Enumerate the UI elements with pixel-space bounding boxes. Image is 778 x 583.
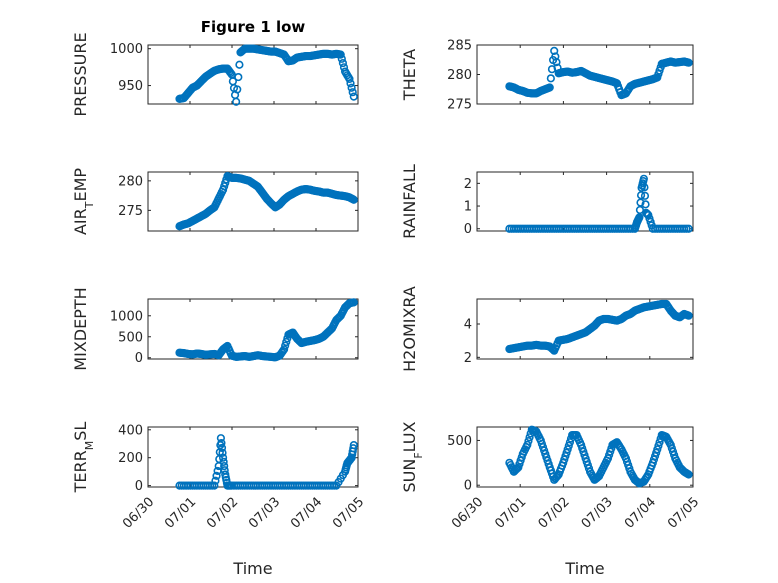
- y-axis-label: MIXDEPTH: [71, 287, 90, 370]
- y-tick-label: 0: [135, 479, 143, 494]
- data-point: [345, 74, 354, 84]
- data-point: [523, 440, 532, 450]
- data-point: [525, 433, 534, 442]
- y-tick-label: 275: [447, 98, 472, 113]
- data-point: [565, 438, 575, 447]
- data-point: [641, 200, 650, 209]
- axes-frame: [476, 171, 694, 232]
- data-point: [212, 471, 221, 480]
- subplot-6: 2 4 H2OMIXRA: [400, 286, 694, 372]
- y-tick-label: 400: [118, 423, 143, 438]
- data-point: [211, 476, 220, 485]
- y-axis-label: TERRMSL: [71, 422, 96, 494]
- y-tick-label: 950: [118, 79, 143, 94]
- data-point: [513, 464, 522, 473]
- data-point: [654, 441, 663, 450]
- data-point: [684, 311, 693, 320]
- y-tick-label: 500: [447, 434, 472, 449]
- data-point: [564, 441, 573, 450]
- data-point: [210, 481, 219, 490]
- data-point: [281, 341, 290, 350]
- data-point: [218, 453, 228, 462]
- y-tick-label: 280: [447, 68, 472, 83]
- x-axis-label: Time: [564, 559, 604, 578]
- data-point: [551, 52, 560, 61]
- subplot-3: 275 280 AIRTEMP: [71, 168, 359, 235]
- data-point: [553, 471, 562, 480]
- data-point: [636, 198, 645, 207]
- data-point: [234, 72, 243, 82]
- data-point: [635, 213, 644, 222]
- y-tick-label: 0: [135, 351, 143, 366]
- y-tick-label: 2: [464, 177, 472, 192]
- data-point: [524, 437, 533, 446]
- axes-frame: [147, 426, 359, 488]
- y-tick-label: 1000: [110, 42, 143, 57]
- data-point: [684, 470, 693, 479]
- y-tick-label: 0: [464, 222, 472, 237]
- x-axis-label: Time: [232, 559, 272, 578]
- data-point: [563, 445, 572, 454]
- y-axis-label: PRESSURE: [71, 32, 90, 116]
- subplot-4: 0 1 2 RAINFALL: [400, 164, 694, 239]
- data-point: [219, 457, 228, 466]
- y-tick-label: 500: [118, 330, 143, 345]
- data-point: [545, 83, 554, 92]
- y-tick-label: 2: [464, 351, 472, 366]
- y-tick-label: 285: [447, 39, 472, 54]
- data-point: [233, 85, 242, 94]
- data-point: [347, 83, 356, 92]
- data-point: [640, 191, 650, 200]
- y-tick-label: 280: [118, 174, 143, 189]
- y-tick-label: 200: [118, 451, 143, 466]
- data-point: [217, 438, 226, 448]
- data-point: [639, 174, 648, 183]
- y-tick-label: 1000: [110, 309, 143, 324]
- chart-title: Figure 1 low: [201, 18, 306, 36]
- data-point: [653, 445, 662, 454]
- data-point: [232, 97, 241, 106]
- y-tick-label: 0: [464, 479, 472, 494]
- data-point: [684, 224, 693, 233]
- y-axis-label: SUNFLUX: [400, 421, 425, 492]
- y-axis-label: H2OMIXRA: [400, 286, 419, 372]
- data-point: [550, 46, 559, 56]
- data-point: [349, 441, 358, 450]
- y-tick-label: 1: [464, 200, 472, 215]
- data-point: [349, 298, 358, 307]
- subplot-1: 950 1000 PRESSURE Figure 1 low: [71, 18, 359, 117]
- data-point: [217, 443, 227, 453]
- y-axis-label: RAINFALL: [400, 164, 419, 239]
- data-point: [546, 74, 555, 83]
- data-point: [640, 183, 649, 192]
- data-point: [349, 195, 358, 204]
- data-point: [338, 58, 348, 68]
- data-point: [336, 50, 345, 59]
- data-point: [349, 444, 358, 453]
- data-point: [279, 345, 289, 354]
- data-point: [346, 79, 355, 88]
- data-point: [235, 60, 244, 69]
- y-axis-label: THETA: [400, 49, 419, 101]
- y-tick-label: 275: [118, 204, 143, 219]
- data-point: [552, 58, 561, 67]
- y-axis-label: AIRTEMP: [71, 168, 96, 235]
- data-point: [220, 461, 229, 471]
- data-point: [337, 54, 346, 63]
- data-point: [282, 337, 291, 347]
- data-point: [655, 438, 664, 447]
- subplot-2: 275 280 285 THETA: [400, 39, 694, 113]
- y-tick-label: 4: [464, 318, 472, 333]
- data-point: [684, 58, 693, 67]
- subplot-5: 0 500 1000 MIXDEPTH: [71, 287, 359, 371]
- data-point: [636, 191, 646, 200]
- data-point: [349, 92, 358, 101]
- data-point: [218, 448, 227, 457]
- data-point: [216, 434, 225, 443]
- data-point: [348, 88, 357, 97]
